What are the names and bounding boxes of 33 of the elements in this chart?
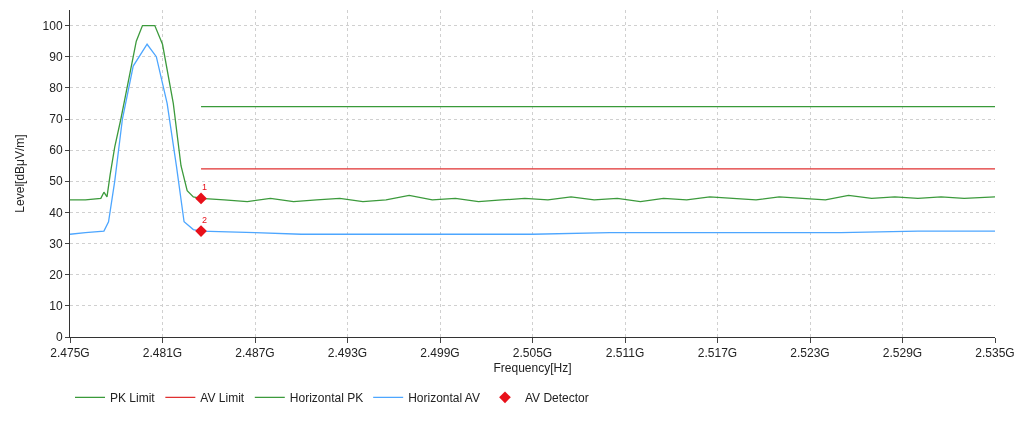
x-tick-label: 2.517G	[697, 346, 738, 361]
legend-label: AV Limit	[200, 390, 245, 405]
y-axis-title: Level[dBμV/m]	[12, 134, 27, 213]
annotation: 1	[202, 182, 208, 192]
legend-label: PK Limit	[110, 390, 156, 405]
annotation: 2	[202, 215, 208, 225]
line-series	[70, 43, 995, 235]
y-tick-label: 10	[49, 299, 63, 314]
x-axis-title: Frequency[Hz]	[493, 361, 572, 376]
y-tick-label: 90	[49, 49, 63, 64]
y-tick-label: 50	[49, 174, 63, 189]
x-tick-label: 2.535G	[975, 346, 1015, 361]
y-tick-label: 70	[49, 112, 63, 127]
x-tick-label: 2.511G	[605, 346, 645, 361]
legend-label: Horizontal AV	[408, 390, 480, 405]
x-tick-label: 2.493G	[327, 346, 368, 361]
x-tick-label: 2.481G	[142, 346, 183, 361]
x-tick-label: 2.499G	[420, 346, 460, 361]
line-series	[70, 24, 995, 203]
y-tick-label: 80	[49, 81, 63, 96]
x-tick-label: 2.523G	[790, 346, 830, 361]
y-tick-label: 0	[55, 330, 63, 345]
y-tick-label: 100	[42, 18, 63, 33]
legend-label: Horizontal PK	[289, 390, 364, 405]
x-tick-label: 2.529G	[882, 346, 923, 361]
x-tick-label: 2.505G	[512, 346, 553, 361]
y-tick-label: 20	[49, 267, 63, 282]
y-tick-label: 30	[49, 236, 63, 251]
y-tick-label: 40	[49, 205, 63, 220]
x-tick-label: 2.487G	[235, 346, 275, 361]
y-tick-label: 60	[49, 143, 63, 158]
legend-label: AV Detector	[524, 390, 589, 405]
x-tick-label: 2.475G	[50, 346, 90, 361]
